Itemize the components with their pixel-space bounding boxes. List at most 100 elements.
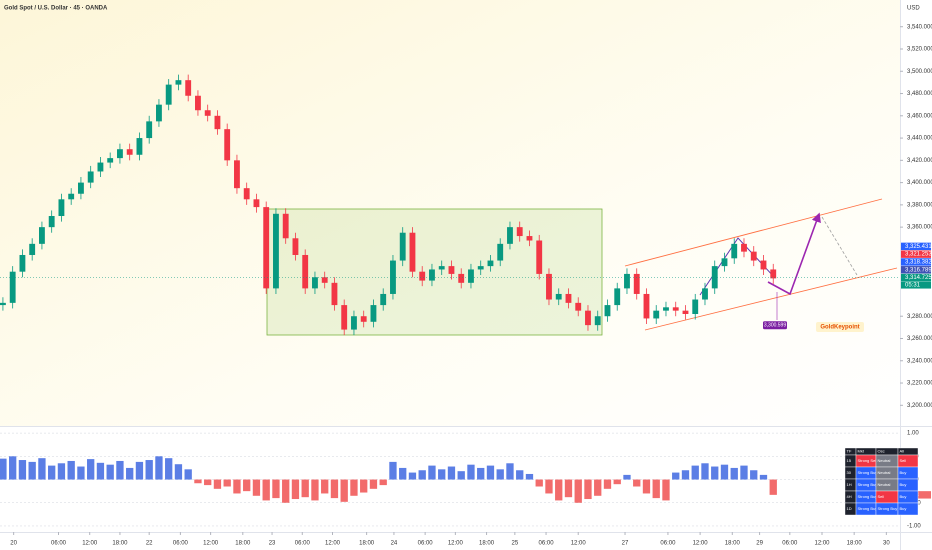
osc-bar	[750, 470, 758, 480]
candle-body	[546, 273, 552, 300]
osc-bar	[535, 479, 543, 487]
osc-bar	[213, 479, 222, 489]
candle-body	[731, 243, 738, 259]
candle-body	[614, 288, 621, 306]
osc-bar	[360, 479, 368, 493]
candle-body	[653, 310, 660, 319]
osc-bar	[711, 466, 719, 480]
brand-bg	[816, 322, 864, 332]
candle-body	[624, 273, 630, 289]
table-header: Osc	[878, 449, 885, 454]
osc-bar	[652, 479, 660, 499]
y-tick-label: 3,220.000	[907, 381, 932, 387]
candle-body	[243, 188, 250, 200]
candle-body	[458, 273, 465, 283]
candle-body	[663, 307, 669, 311]
candle-body	[565, 293, 572, 303]
table-cell-text: Strong Buy	[878, 506, 898, 511]
price-tag	[901, 250, 931, 258]
x-tick-label: 06:00	[295, 541, 311, 547]
candle-body	[224, 129, 231, 161]
table-header: TF	[847, 449, 852, 454]
osc-bar	[57, 463, 66, 480]
x-tick-label: 23	[269, 541, 276, 547]
candle-body	[438, 266, 445, 270]
osc-bar	[447, 466, 456, 480]
candle-body	[136, 138, 143, 155]
osc-tick-label: -1.00	[907, 524, 921, 530]
candle-body	[146, 121, 153, 139]
candle-body	[195, 95, 201, 111]
price-tag-label: 3,321.253	[905, 252, 932, 258]
candle-body	[409, 232, 416, 272]
table-header: Mkt	[858, 449, 865, 454]
table-cell-text: Neutral	[878, 482, 891, 487]
x-tick-label: 06:00	[173, 541, 189, 547]
y-tick-label: 3,480.000	[907, 91, 932, 97]
candle-body	[370, 305, 377, 322]
candle-body	[750, 251, 757, 261]
x-tick-label: 20	[10, 541, 17, 547]
candle-body	[702, 288, 708, 300]
candle-body	[682, 310, 689, 314]
y-tick-label: 3,460.000	[907, 113, 932, 119]
candle-body	[711, 266, 718, 289]
osc-bar	[740, 465, 748, 480]
osc-bar	[291, 479, 300, 500]
candle-body	[487, 260, 494, 267]
table-cell-text: Strong Buy	[858, 494, 878, 499]
osc-bar	[165, 458, 173, 480]
candle-body	[117, 149, 123, 159]
candle-body	[526, 236, 533, 241]
x-tick-label: 12:00	[203, 541, 219, 547]
osc-tick-label: 1.00	[907, 431, 919, 437]
candle-body	[351, 316, 357, 330]
candle-body	[419, 271, 426, 281]
osc-bar	[672, 472, 680, 480]
osc-bar	[223, 479, 231, 487]
candle-body	[321, 277, 328, 283]
x-tick-label: 06:00	[418, 541, 434, 547]
osc-bar	[145, 460, 153, 480]
candle-body	[214, 115, 221, 130]
osc-bar	[126, 467, 134, 480]
osc-bar	[701, 463, 709, 480]
table-cell-text: Buy	[900, 494, 907, 499]
y-tick-label: 3,520.000	[907, 47, 932, 53]
osc-bar	[106, 464, 114, 480]
brand-label: GoldKeypoint	[820, 325, 859, 331]
osc-bar	[477, 467, 485, 480]
projection-dashed	[821, 216, 858, 276]
table-cell-text: Strong Buy	[858, 470, 878, 475]
candle-body	[19, 254, 26, 272]
channel-lower	[644, 267, 898, 331]
osc-bar	[272, 479, 280, 499]
osc-bar	[428, 465, 436, 480]
x-tick-label: 06:00	[539, 541, 555, 547]
currency-label: USD	[907, 6, 920, 12]
osc-bar	[340, 479, 348, 502]
y-tick-label: 3,260.000	[907, 336, 932, 342]
osc-bar	[350, 479, 358, 496]
candle-body	[253, 199, 260, 208]
price-tag	[901, 242, 931, 251]
osc-bar	[0, 458, 7, 480]
candle-body	[721, 258, 728, 267]
osc-bar	[243, 479, 251, 492]
candle-body	[448, 266, 455, 274]
x-tick-label: 27	[622, 541, 629, 547]
target-tag-label: 3,300.599	[764, 323, 786, 329]
candle-body	[741, 243, 747, 252]
osc-bar	[662, 479, 670, 501]
table-header: All	[900, 449, 905, 454]
candle-body	[273, 213, 279, 289]
osc-bar	[96, 462, 105, 480]
osc-bar	[389, 461, 397, 480]
table-cell-text: Sell	[900, 458, 907, 463]
osc-bar	[321, 479, 329, 494]
osc-bar	[408, 472, 417, 480]
osc-bar	[769, 479, 777, 495]
osc-bar	[28, 461, 36, 480]
candle-body	[575, 302, 582, 311]
